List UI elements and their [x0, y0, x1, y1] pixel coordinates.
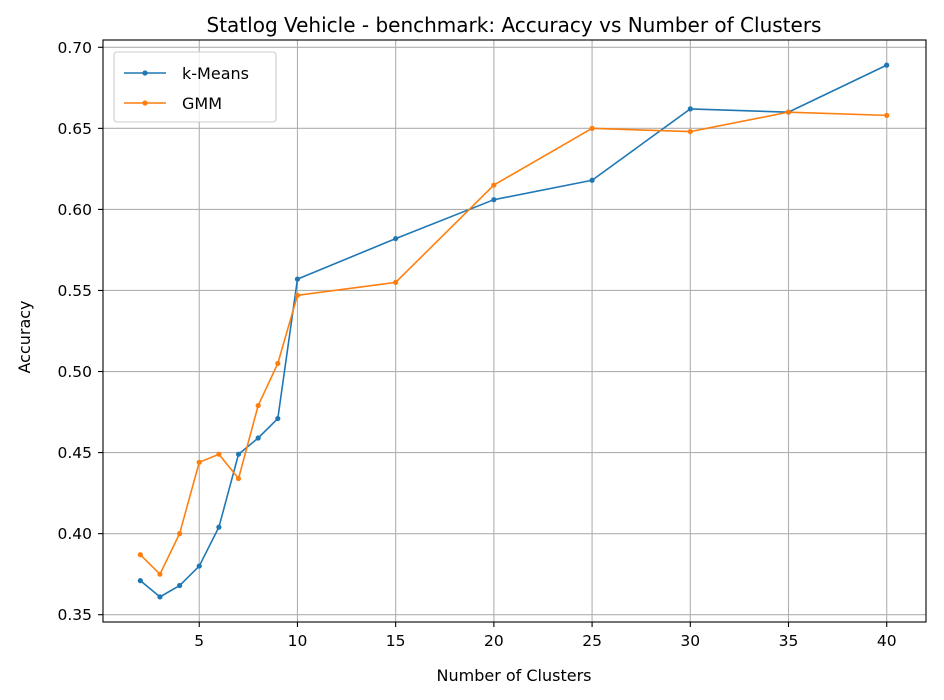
data-point-gmm	[491, 182, 497, 188]
y-tick-label: 0.70	[57, 39, 92, 57]
legend-gmm-marker	[142, 100, 148, 106]
data-point-k-means	[216, 524, 222, 530]
y-tick-label: 0.40	[57, 525, 92, 543]
data-point-gmm	[589, 125, 595, 131]
legend-gmm-label: GMM	[182, 94, 222, 113]
y-tick-label: 0.35	[57, 606, 92, 624]
data-point-gmm	[785, 109, 792, 115]
legend-kmeans-label: k-Means	[182, 64, 249, 83]
x-tick-label: 15	[386, 632, 406, 650]
series-line-k-means	[139, 64, 888, 598]
y-tick-label: 0.55	[57, 282, 92, 300]
data-point-k-means	[177, 582, 183, 589]
x-tick-label: 30	[680, 632, 700, 650]
data-point-gmm	[687, 128, 693, 135]
data-point-gmm	[884, 112, 890, 118]
y-tick-label: 0.50	[57, 363, 92, 381]
x-tick-label: 5	[194, 632, 204, 650]
data-point-gmm	[157, 571, 163, 577]
x-tick-label: 20	[484, 632, 504, 650]
data-point-gmm	[235, 475, 242, 482]
chart-title: Statlog Vehicle - benchmark: Accuracy vs…	[207, 13, 822, 37]
data-point-gmm	[275, 360, 281, 367]
x-tick-label: 40	[877, 632, 897, 650]
data-point-gmm	[216, 451, 222, 457]
grid-lines	[103, 40, 926, 622]
data-point-k-means	[589, 177, 595, 183]
data-point-k-means	[294, 276, 301, 282]
data-point-gmm	[137, 552, 143, 558]
data-point-k-means	[157, 594, 163, 600]
y-axis-label: Accuracy	[15, 300, 34, 373]
data-point-k-means	[196, 563, 202, 569]
legend-box	[113, 51, 277, 123]
data-point-gmm	[393, 279, 399, 285]
series-line-gmm	[139, 111, 887, 575]
data-point-k-means	[687, 106, 693, 112]
legend-kmeans-marker	[142, 70, 148, 76]
data-point-k-means	[393, 235, 399, 242]
data-point-k-means	[884, 62, 890, 68]
x-axis-label: Number of Clusters	[437, 666, 592, 685]
x-tick-label: 35	[779, 632, 799, 650]
x-tick-label: 10	[288, 632, 308, 650]
data-point-k-means	[255, 435, 261, 441]
y-tick-label: 0.65	[57, 120, 92, 138]
y-tick-label: 0.60	[57, 201, 92, 219]
data-point-k-means	[235, 451, 242, 457]
data-point-gmm	[255, 402, 261, 409]
data-point-gmm	[177, 531, 183, 537]
plot-frame	[102, 39, 927, 623]
y-tick-label: 0.45	[57, 444, 92, 462]
series-layer	[137, 62, 890, 600]
data-point-gmm	[294, 292, 301, 298]
data-point-k-means	[275, 415, 281, 422]
data-point-k-means	[491, 197, 497, 203]
axis-ticks: 5 10 15 20 25 30 35 40 0.35 0.40 0.45 0.50 0.55 0.60 0…	[57, 39, 896, 650]
data-point-gmm	[196, 459, 202, 465]
legend: k-Means GMM	[113, 51, 277, 123]
x-tick-label: 25	[582, 632, 602, 650]
data-point-k-means	[137, 578, 143, 584]
